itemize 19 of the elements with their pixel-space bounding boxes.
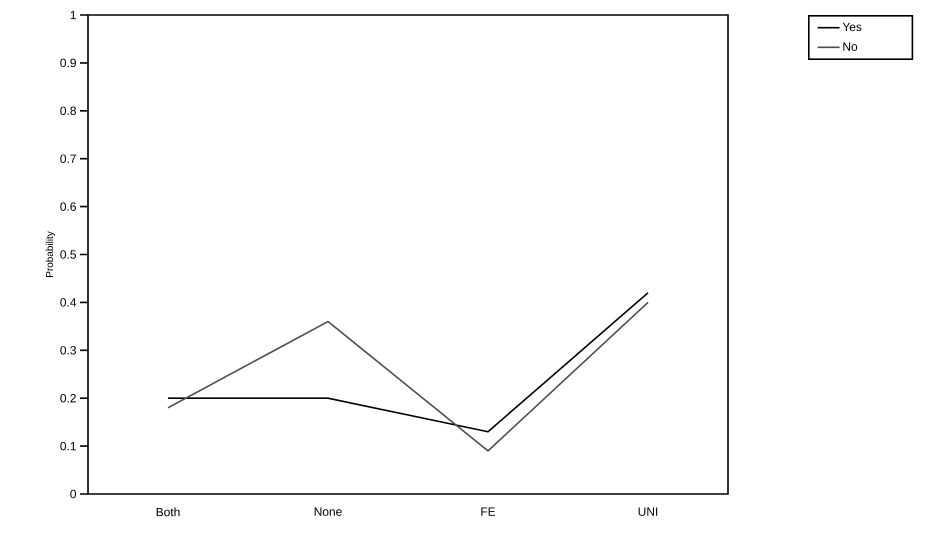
legend-label: Yes [842,22,862,32]
y-tick-label: 0.1 [60,442,76,450]
y-tick-label: 0.3 [60,346,76,355]
y-tick-label: 0.8 [60,106,76,116]
legend-label: No [843,42,858,51]
x-tick-label: UNI [638,508,658,516]
y-tick-label: 0 [70,490,76,498]
x-tick-label: Both [156,508,180,516]
y-tick-label: 1 [70,10,76,20]
y-axis-title: Probability [46,231,56,277]
y-tick-label: 0.6 [60,202,76,211]
y-tick-label: 0.9 [60,58,76,68]
y-tick-label: 0.5 [60,250,76,259]
y-tick-label: 0.7 [60,154,76,163]
x-tick-label: FE [481,508,496,516]
x-tick-label: None [314,508,342,516]
line-series [167,302,649,452]
y-tick-label: 0.4 [60,298,76,307]
y-tick-label: 0.2 [60,394,76,402]
